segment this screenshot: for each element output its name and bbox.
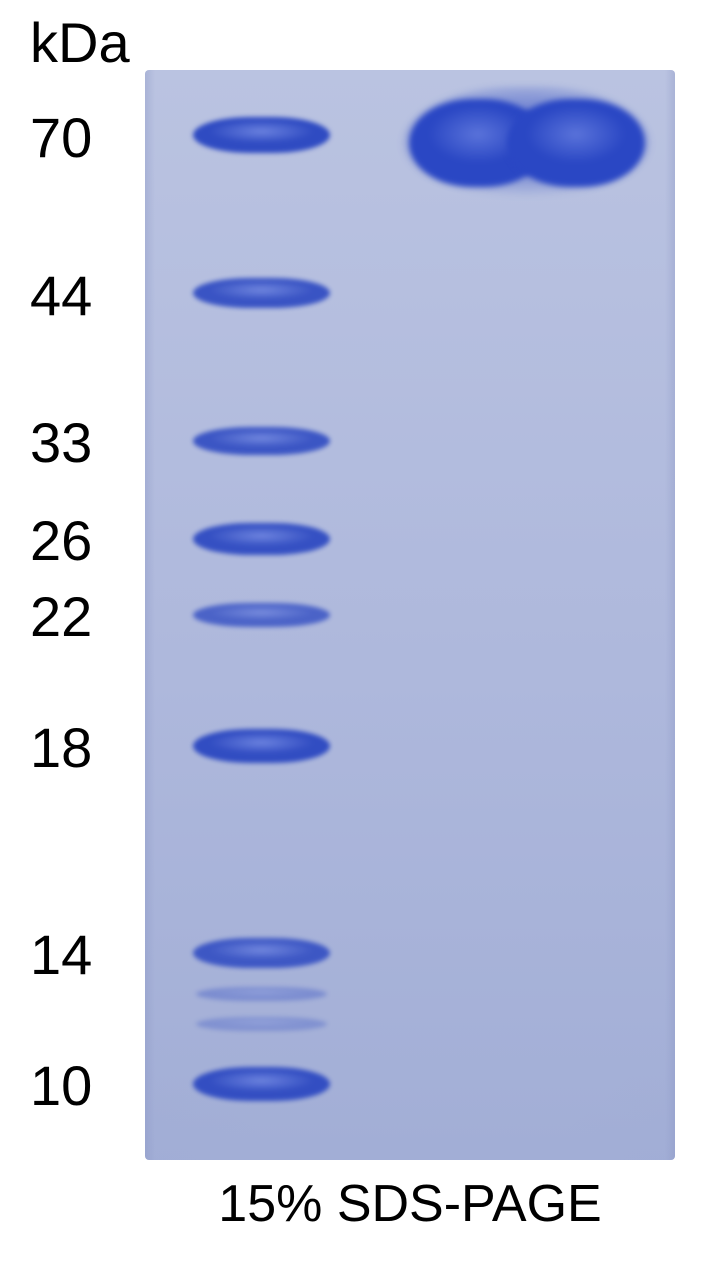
ladder-band (193, 938, 331, 968)
axis-unit-label: kDa (30, 10, 130, 75)
tick-label: 10 (30, 1053, 130, 1118)
sample-band (507, 99, 645, 186)
ladder-band-faint (196, 1017, 327, 1031)
ladder-band-faint (196, 987, 327, 1001)
ladder-band (193, 603, 331, 627)
tick-label: 44 (30, 263, 130, 328)
gel-area (145, 70, 675, 1160)
tick-label: 14 (30, 922, 130, 987)
tick-label: 26 (30, 508, 130, 573)
y-axis: kDa 70 44 33 26 22 18 14 10 (30, 10, 140, 1270)
gel-figure: kDa 70 44 33 26 22 18 14 10 15% SDS-PAGE (30, 10, 690, 1270)
ladder-band (193, 278, 331, 308)
gel-edge-shadow (145, 70, 155, 1160)
ladder-band (193, 729, 331, 763)
ladder-band (193, 1067, 331, 1101)
ladder-band (193, 523, 331, 555)
ladder-band (193, 427, 331, 455)
tick-label: 70 (30, 105, 130, 170)
tick-label: 33 (30, 410, 130, 475)
gel-caption: 15% SDS-PAGE (145, 1174, 675, 1234)
tick-label: 22 (30, 584, 130, 649)
ladder-band (193, 117, 331, 153)
tick-label: 18 (30, 715, 130, 780)
gel-edge-shadow (665, 70, 675, 1160)
